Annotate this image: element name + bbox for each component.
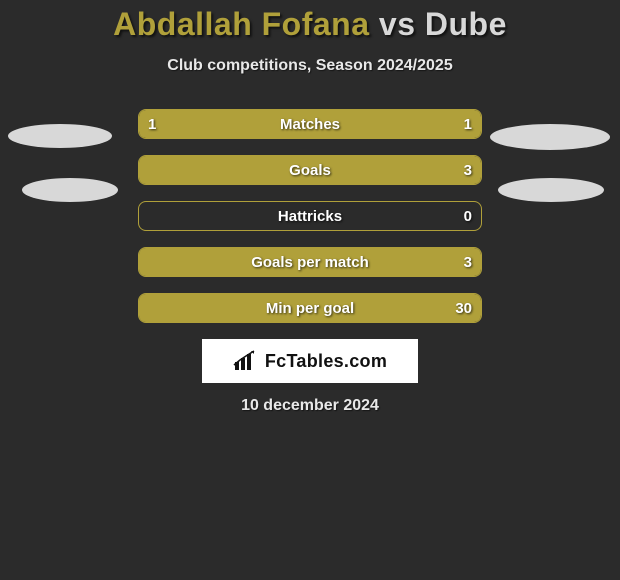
stats-list: Matches11 Goals3 Hattricks0 Goals per match… [138, 109, 482, 323]
stat-row: Goals per match3 [138, 247, 482, 277]
stat-bar [138, 155, 482, 185]
player2-name: Dube [425, 6, 507, 42]
ellipse-decoration [498, 178, 604, 202]
ellipse-decoration [490, 124, 610, 150]
stat-bar [138, 293, 482, 323]
subtitle: Club competitions, Season 2024/2025 [0, 57, 620, 75]
bar-fill-right [139, 248, 481, 276]
stat-bar [138, 109, 482, 139]
source-logo[interactable]: FcTables.com [202, 339, 418, 383]
bar-fill-left [139, 110, 310, 138]
stat-row: Min per goal30 [138, 293, 482, 323]
stat-row: Matches11 [138, 109, 482, 139]
bar-chart-icon [233, 350, 259, 372]
title-vs: vs [379, 6, 416, 42]
stat-bar [138, 247, 482, 277]
bar-fill-right [139, 156, 481, 184]
comparison-widget: Abdallah Fofana vs Dube Club competition… [0, 0, 620, 580]
stat-row: Hattricks0 [138, 201, 482, 231]
player1-name: Abdallah Fofana [113, 6, 369, 42]
stat-bar [138, 201, 482, 231]
ellipse-decoration [8, 124, 112, 148]
stat-row: Goals3 [138, 155, 482, 185]
bar-fill-right [310, 110, 481, 138]
date-text: 10 december 2024 [0, 397, 620, 415]
ellipse-decoration [22, 178, 118, 202]
source-logo-text: FcTables.com [265, 351, 387, 372]
bar-fill-right [139, 294, 481, 322]
page-title: Abdallah Fofana vs Dube [0, 6, 620, 43]
